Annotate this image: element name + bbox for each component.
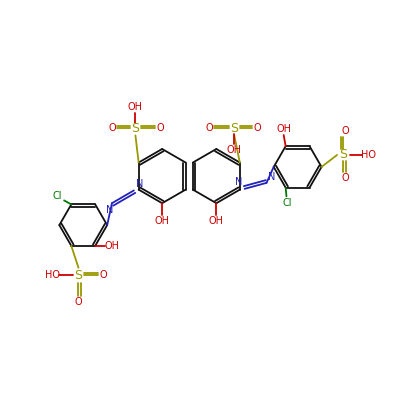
Text: O: O <box>205 123 213 133</box>
Text: HO: HO <box>362 150 376 160</box>
Text: OH: OH <box>128 102 143 112</box>
Text: O: O <box>99 270 107 280</box>
Text: OH: OH <box>104 241 120 251</box>
Text: O: O <box>341 173 349 183</box>
Text: S: S <box>340 148 348 162</box>
Text: Cl: Cl <box>282 198 292 208</box>
Text: OH: OH <box>155 216 170 226</box>
Text: Cl: Cl <box>53 192 62 202</box>
Text: N: N <box>136 180 144 190</box>
Text: N: N <box>268 172 275 182</box>
Text: HO: HO <box>45 270 60 280</box>
Text: OH: OH <box>227 145 242 155</box>
Text: N: N <box>235 178 243 188</box>
Text: OH: OH <box>276 124 291 134</box>
Text: OH: OH <box>209 216 224 226</box>
Text: N: N <box>106 205 114 215</box>
Text: S: S <box>132 122 140 135</box>
Text: S: S <box>230 122 238 135</box>
Text: O: O <box>109 123 116 133</box>
Text: O: O <box>75 297 82 307</box>
Text: O: O <box>341 126 349 136</box>
Text: S: S <box>74 269 82 282</box>
Text: O: O <box>157 123 164 133</box>
Text: O: O <box>254 123 261 133</box>
